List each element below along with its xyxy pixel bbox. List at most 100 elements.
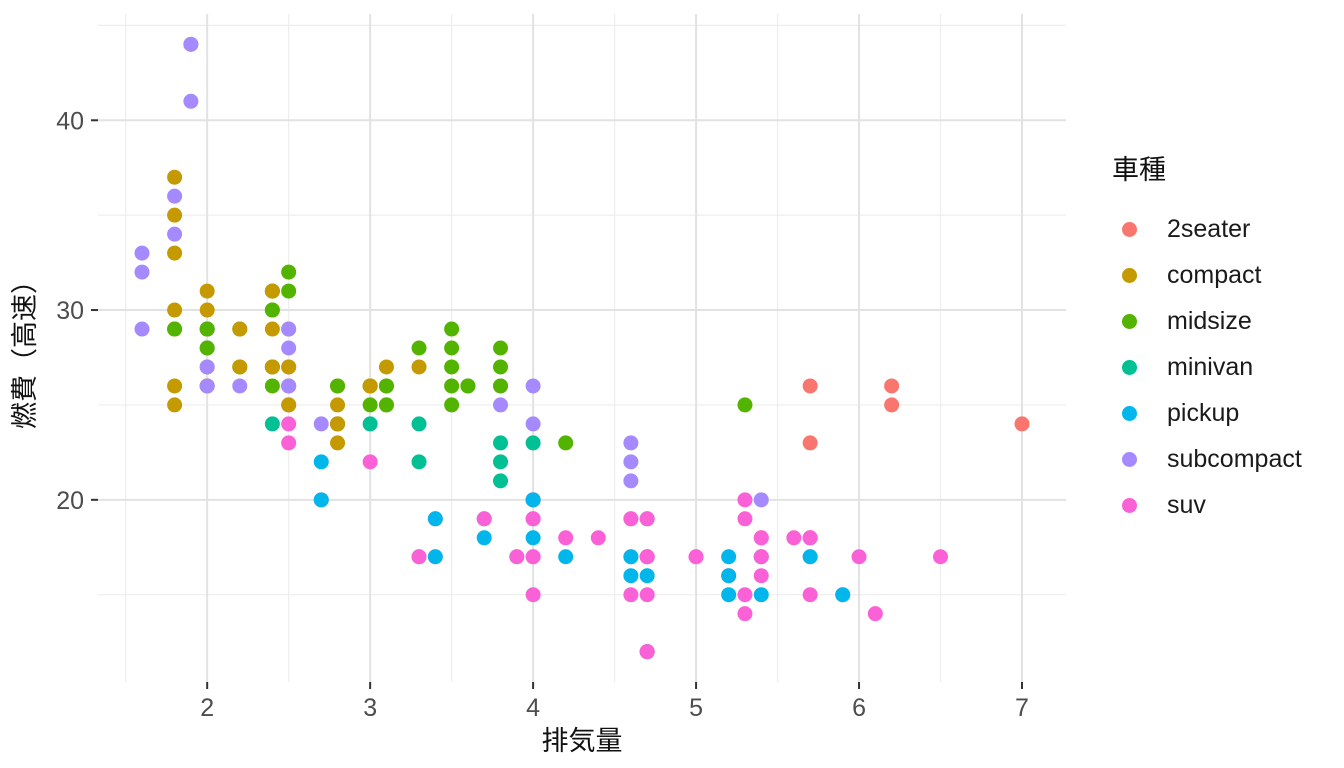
data-point (884, 397, 900, 413)
legend-dot (1122, 221, 1137, 237)
data-point (313, 492, 329, 508)
data-point (281, 321, 297, 337)
data-point (493, 397, 509, 413)
data-point (411, 416, 427, 432)
data-point (835, 587, 851, 603)
legend-item-label: compact (1167, 260, 1262, 289)
data-point (493, 473, 509, 489)
data-point (753, 568, 769, 584)
data-point (444, 359, 460, 375)
x-tick-label: 6 (852, 694, 866, 722)
legend-title: 車種 (1112, 155, 1166, 185)
legend-item-label: subcompact (1167, 444, 1302, 473)
data-point (427, 511, 443, 527)
data-point (509, 549, 525, 565)
data-point (623, 435, 639, 451)
data-point (753, 530, 769, 546)
data-point (167, 397, 183, 413)
data-point (721, 549, 737, 565)
data-point (721, 587, 737, 603)
data-point (199, 283, 215, 299)
data-point (558, 530, 574, 546)
y-tick-label: 20 (56, 487, 84, 515)
x-axis-title: 排気量 (542, 726, 623, 756)
data-point (525, 416, 541, 432)
data-point (737, 397, 753, 413)
data-point (411, 454, 427, 470)
data-point (525, 530, 541, 546)
data-point (167, 302, 183, 318)
data-point (460, 378, 476, 394)
y-tick-label: 40 (56, 107, 84, 135)
data-point (639, 644, 655, 660)
data-point (167, 226, 183, 242)
x-tick-label: 2 (200, 694, 214, 722)
data-point (378, 397, 394, 413)
data-point (639, 511, 655, 527)
legend-item-label: 2seater (1167, 214, 1251, 243)
legend-dot (1122, 497, 1137, 513)
data-point (281, 397, 297, 413)
data-point (281, 359, 297, 375)
data-point (378, 378, 394, 394)
data-point (199, 302, 215, 318)
legend-item-label: midsize (1167, 306, 1252, 335)
data-point (134, 321, 150, 337)
data-point (737, 492, 753, 508)
data-point (639, 587, 655, 603)
data-point (167, 245, 183, 261)
data-point (264, 321, 280, 337)
data-point (362, 416, 378, 432)
data-point (753, 587, 769, 603)
data-point (330, 378, 346, 394)
legend-dot (1122, 267, 1137, 283)
data-point (493, 435, 509, 451)
data-point (444, 340, 460, 356)
data-point (232, 321, 248, 337)
data-point (444, 378, 460, 394)
legend-item-suv: suv (1112, 482, 1302, 528)
data-point (167, 321, 183, 337)
data-point (134, 264, 150, 280)
data-point (623, 568, 639, 584)
major-gridlines (98, 14, 1066, 682)
legend-dot (1122, 405, 1137, 421)
data-point (623, 473, 639, 489)
data-point (281, 283, 297, 299)
data-point (183, 93, 199, 109)
legend-item-pickup: pickup (1112, 390, 1302, 436)
data-point (183, 36, 199, 52)
data-point (802, 587, 818, 603)
data-point (199, 321, 215, 337)
data-point (313, 416, 329, 432)
data-point (737, 511, 753, 527)
data-point (330, 416, 346, 432)
data-point (493, 359, 509, 375)
minor-gridlines (98, 14, 1066, 682)
data-point (737, 587, 753, 603)
legend-items: 2seater compact midsize minivan pickup subcom… (1112, 190, 1302, 528)
y-tick-label: 30 (56, 297, 84, 325)
data-point (1014, 416, 1030, 432)
data-point (476, 530, 492, 546)
legend-item-2seater: 2seater (1112, 206, 1302, 252)
data-point (199, 359, 215, 375)
legend-dot (1122, 451, 1137, 467)
y-axis-title: 燃費（高速） (10, 267, 40, 429)
data-point (199, 378, 215, 394)
data-point (558, 549, 574, 565)
data-point (330, 397, 346, 413)
data-point (427, 549, 443, 565)
data-point (525, 435, 541, 451)
data-point (264, 378, 280, 394)
data-point (721, 568, 737, 584)
data-point (411, 340, 427, 356)
data-point (281, 340, 297, 356)
data-point (362, 454, 378, 470)
data-point (167, 169, 183, 185)
data-point (264, 283, 280, 299)
data-point (264, 302, 280, 318)
data-point (493, 340, 509, 356)
data-point (753, 492, 769, 508)
legend-item-label: minivan (1167, 352, 1254, 381)
